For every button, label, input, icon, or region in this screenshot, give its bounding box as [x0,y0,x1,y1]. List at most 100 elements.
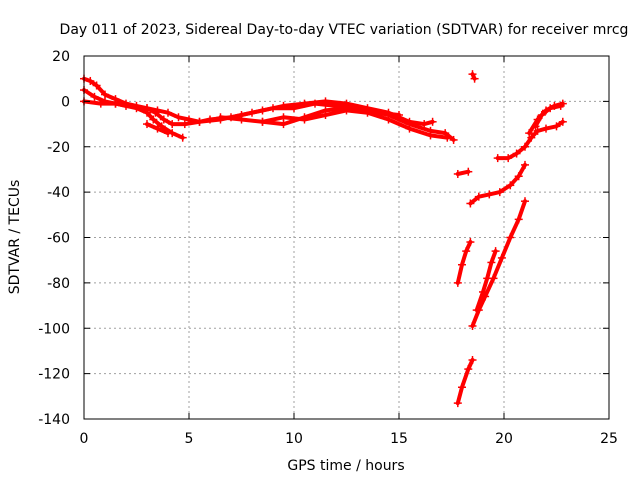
data-point [514,172,523,181]
data-point [453,278,462,287]
data-point [525,129,534,138]
data-point [180,120,189,129]
data-point [472,306,481,315]
series-arc-6 [260,108,450,140]
data-point [453,399,462,408]
data-point [159,115,168,124]
data-point [449,135,458,144]
data-point [279,113,288,122]
data-point [464,365,473,374]
data-point [405,124,414,133]
x-tick-label: 15 [390,431,408,447]
data-point [542,124,550,133]
data-point [552,122,561,131]
data-point [462,247,471,256]
data-point [342,106,351,115]
data-point [458,383,466,392]
data-point [153,124,162,133]
data-point [556,101,565,110]
y-tick-label: 20 [52,49,70,65]
y-tick-label: -140 [38,412,70,428]
data-point [216,113,225,122]
data-point [483,274,492,283]
data-point [132,104,141,113]
data-point [279,120,288,129]
data-point [468,321,477,330]
series-arc-9 [455,240,473,285]
data-point [527,133,536,142]
y-tick-label: -80 [47,276,70,292]
data-point [151,108,160,117]
x-tick-label: 25 [600,431,618,447]
data-point [168,120,177,129]
data-point [504,154,513,163]
data-point [493,154,502,163]
tick-layer: 0 5 10 15 20 25 20 0 -20 -40 -60 -80 -100 -120 -140 [38,49,618,447]
data-point [453,169,462,178]
data-point [468,356,477,365]
data-point [258,106,267,115]
data-point [495,188,504,197]
data-point [497,253,506,262]
data-point [178,133,187,142]
data-point [279,101,288,110]
data-point [521,142,529,151]
data-point [512,149,521,158]
data-point [300,99,309,108]
data-point [485,190,494,199]
data-point [464,167,473,176]
data-point [506,181,515,190]
data-point [506,233,515,242]
data-point [487,258,496,267]
data-point [90,92,99,101]
data-point [521,197,529,206]
data-point [466,199,475,208]
y-axis-label: SDTVAR / TECUs [7,180,23,295]
y-tick-label: -20 [47,140,70,156]
data-point [143,108,151,117]
y-tick-label: 0 [61,94,70,110]
data-point [321,97,330,106]
data-point [195,117,204,126]
data-point [428,117,437,126]
data-point [149,115,158,124]
series-layer [80,70,567,408]
x-tick-label: 20 [495,431,513,447]
data-point [420,120,429,129]
data-point [96,99,105,108]
data-point [466,238,475,247]
data-point [174,113,183,122]
chart-title: Day 011 of 2023, Sidereal Day-to-day VTE… [60,22,629,38]
x-axis-label: GPS time / hours [287,458,404,474]
y-tick-label: -60 [47,231,70,247]
y-tick-label: -40 [47,185,70,201]
series-arc-16 [533,103,563,129]
data-point [384,115,393,124]
series-arc-10 [455,358,475,406]
data-point [101,90,109,99]
x-tick-label: 0 [80,431,89,447]
data-point [111,99,120,108]
data-point [468,70,477,79]
data-point [521,160,529,169]
data-point [164,129,172,138]
data-point [164,108,172,117]
data-point [143,120,151,129]
data-point [300,115,309,124]
x-tick-label: 5 [185,431,194,447]
data-point [363,108,372,117]
x-tick-label: 10 [285,431,303,447]
data-point [92,81,101,90]
data-point [546,104,555,113]
data-point [558,117,567,126]
data-point [531,122,540,131]
data-point [514,215,523,224]
data-point [533,126,542,135]
data-point [426,131,435,140]
series-arc-14 [495,119,565,161]
data-point [491,247,500,256]
data-point [237,115,246,124]
series-arc-12 [470,199,527,328]
data-point [537,110,546,119]
